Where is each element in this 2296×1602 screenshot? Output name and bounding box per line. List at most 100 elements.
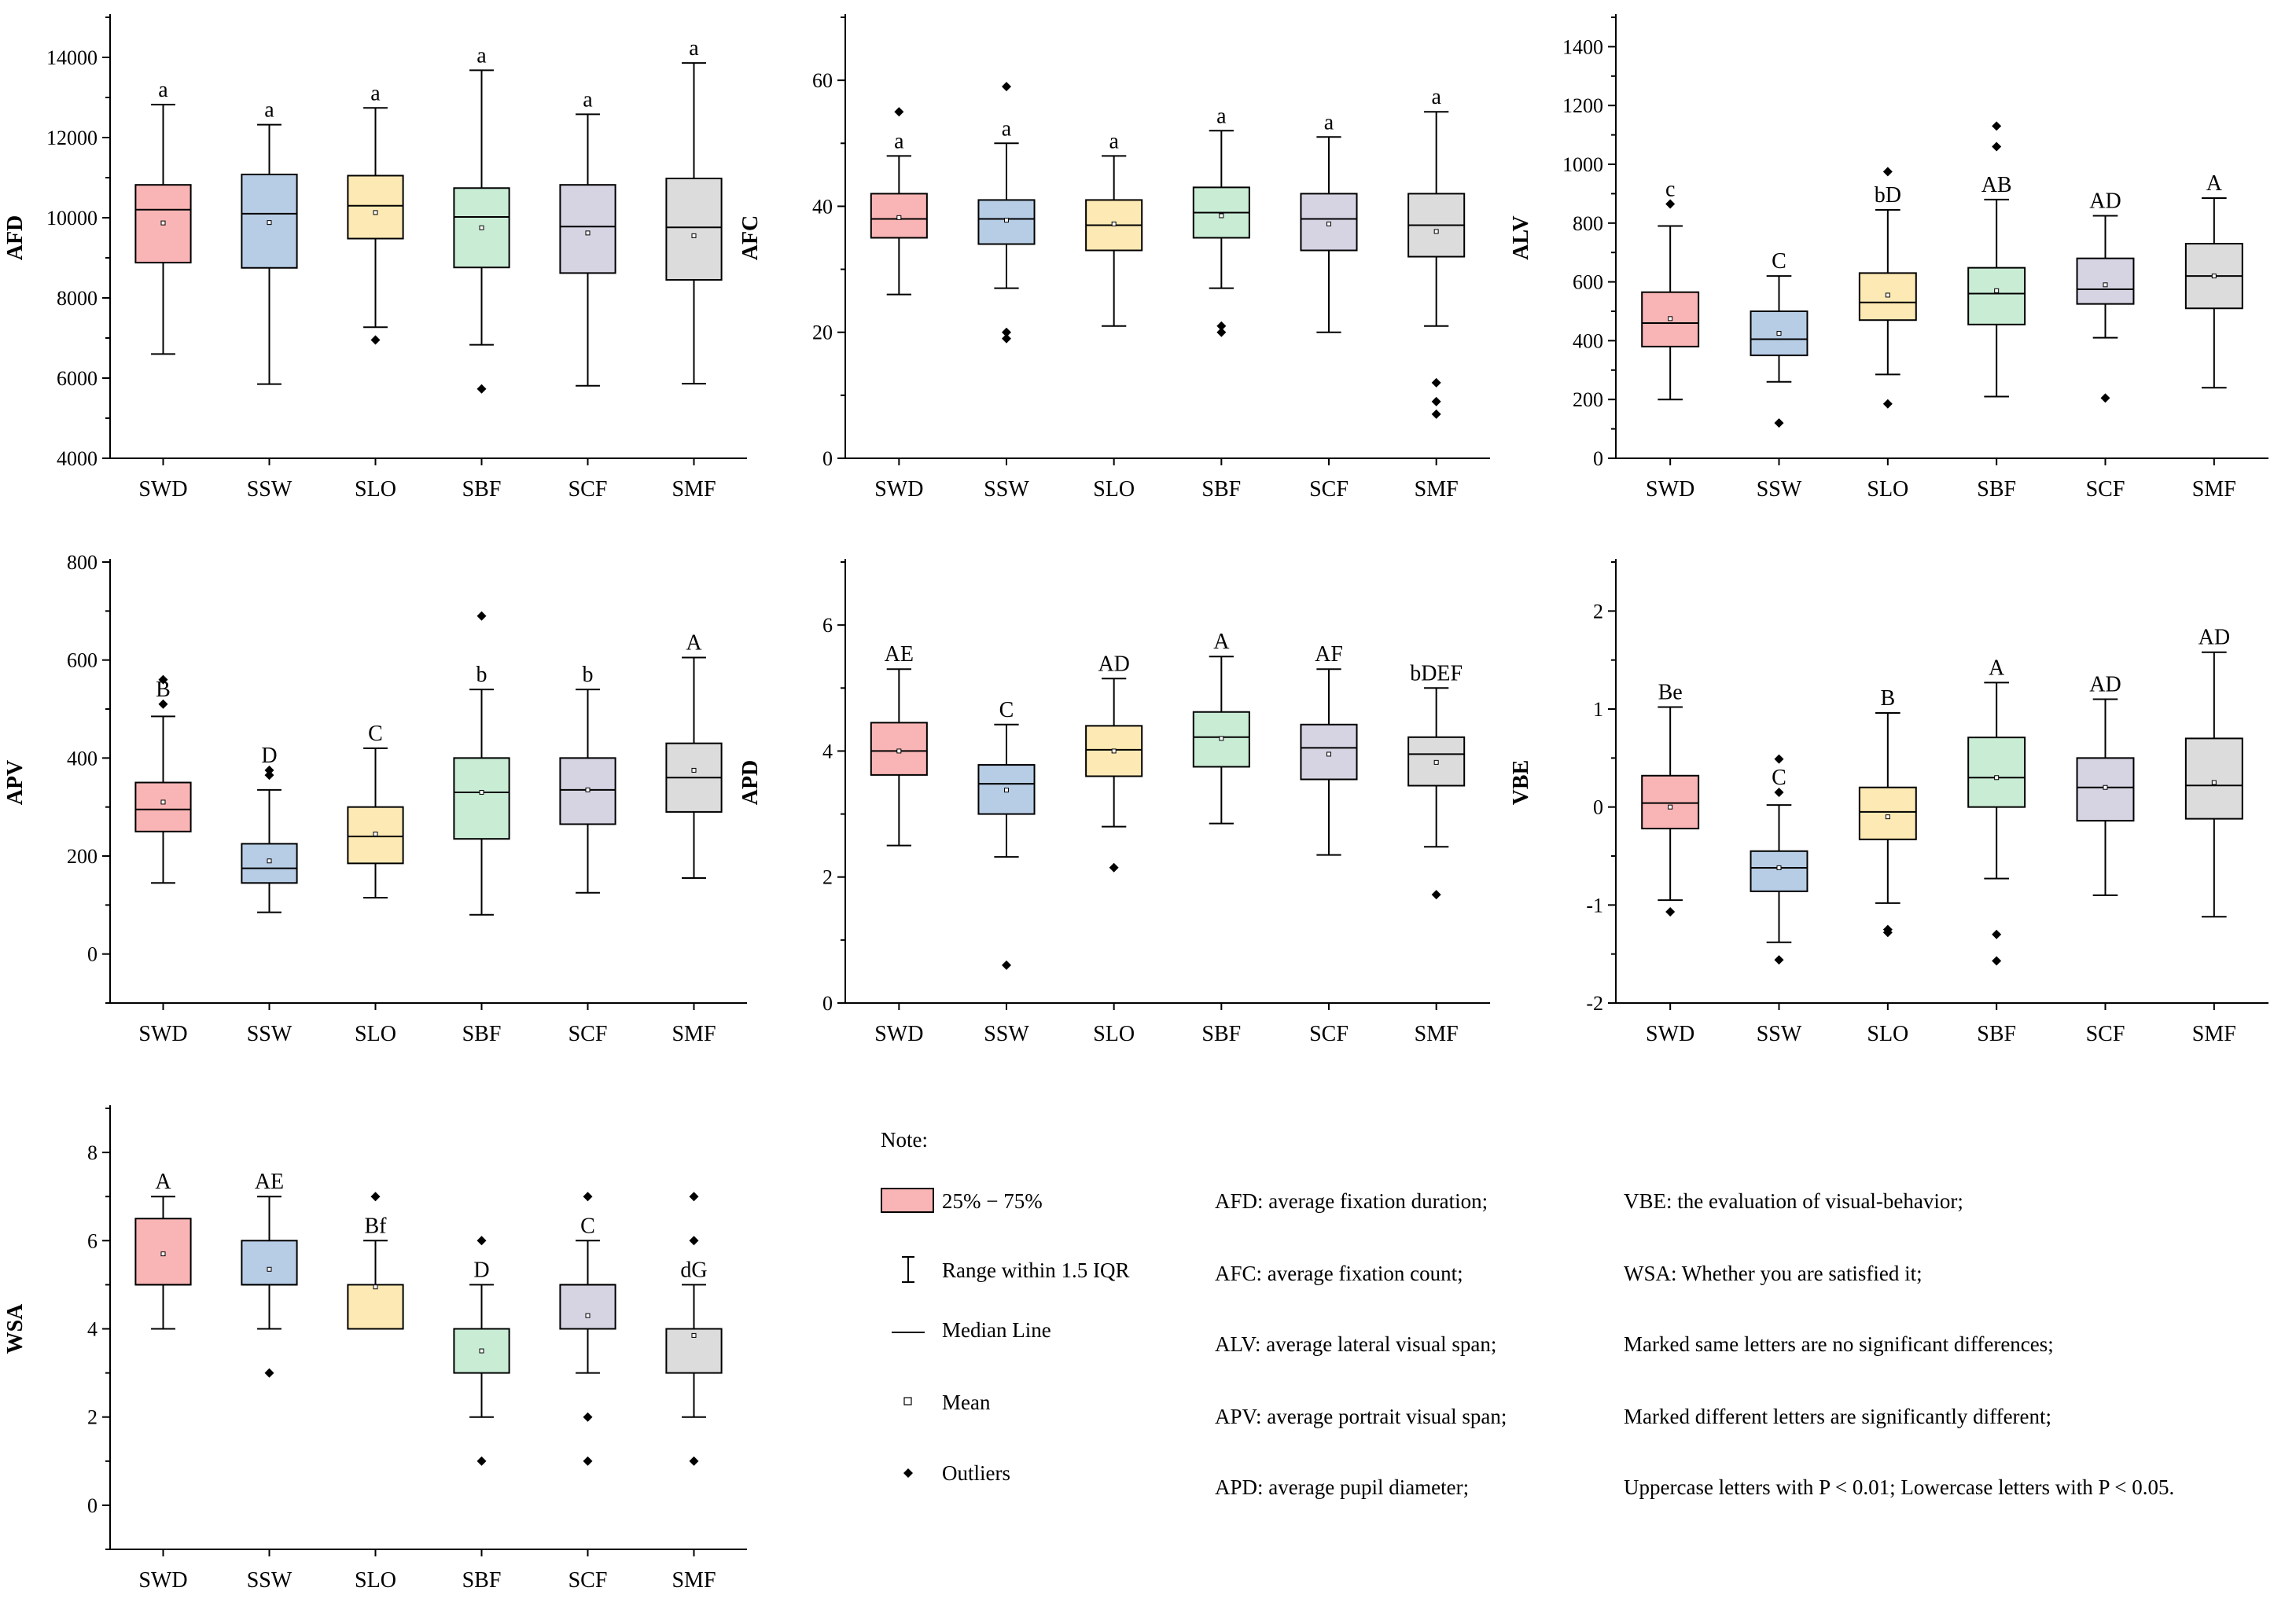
afc-sbf-mean	[1219, 213, 1224, 219]
note-p-values: Uppercase letters with P < 0.01; Lowerca…	[1624, 1475, 2175, 1499]
afc-sbf-outlier	[1216, 327, 1227, 337]
vbe-swd-box	[1641, 774, 1700, 830]
wsa-sbf-significance-letter: D	[473, 1258, 489, 1282]
afc-ssw-significance-letter: a	[1002, 116, 1012, 141]
apd-scf-mean	[1326, 751, 1331, 757]
wsa-slo-box	[347, 1284, 404, 1330]
apd-swd-box	[870, 722, 928, 776]
afd-x-tick-label: SWD	[138, 477, 187, 502]
vbe-y-axis-label: VBE	[1509, 760, 1533, 806]
apv-y-tick-label: 600	[67, 649, 98, 672]
alv-x-tick-label: SBF	[1977, 477, 2016, 502]
note-wsa: WSA: Whether you are satisfied it;	[1624, 1262, 1923, 1285]
note-different-letters: Marked different letters are significant…	[1624, 1405, 2052, 1428]
legend-iqr-label: 25% − 75%	[942, 1189, 1043, 1213]
afc-ssw-outlier	[1002, 327, 1011, 337]
vbe-smf-box	[2184, 737, 2243, 820]
alv-y-tick-label: 1200	[1562, 94, 1603, 117]
apv-x-tick-label: SWD	[138, 1022, 187, 1046]
wsa-x-tick-label: SSW	[247, 1568, 293, 1593]
abbrev-alv: ALV: average lateral visual span;	[1215, 1332, 1497, 1356]
afd-sbf-outlier	[476, 384, 487, 394]
afc-slo-significance-letter: a	[1109, 129, 1119, 153]
afc-y-axis-label: AFC	[738, 215, 763, 261]
vbe-x-tick-label: SSW	[1757, 1022, 1802, 1046]
wsa-swd-mean	[160, 1251, 166, 1257]
wsa-y-tick-label: 0	[87, 1494, 98, 1517]
alv-swd-outlier	[1665, 199, 1676, 209]
afc-swd-significance-letter: a	[894, 129, 904, 153]
vbe-ssw-outlier	[1774, 754, 1784, 764]
afc-x-tick-label: SSW	[984, 477, 1029, 502]
vbe-scf-mean	[2103, 784, 2108, 790]
apv-x-tick-label: SCF	[568, 1022, 608, 1046]
vbe-x-tick-label: SCF	[2086, 1022, 2125, 1046]
afc-ssw-outlier	[1002, 82, 1011, 92]
afc-smf-significance-letter: a	[1431, 85, 1441, 109]
apv-y-axis-label: APV	[3, 760, 28, 806]
apd-x-tick-label: SCF	[1309, 1022, 1349, 1046]
apv-y-tick-label: 800	[67, 551, 98, 574]
wsa-x-tick-label: SBF	[462, 1568, 502, 1593]
afc-x-tick-label: SBF	[1201, 477, 1241, 502]
afd-y-tick-label: 12000	[46, 127, 98, 149]
apv-sbf-box	[453, 757, 510, 840]
alv-y-tick-label: 0	[1593, 447, 1603, 470]
vbe-sbf-outlier	[1992, 956, 2002, 966]
vbe-slo-outlier	[1882, 928, 1893, 938]
alv-slo-significance-letter: bD	[1875, 183, 1901, 208]
apv-slo-mean	[373, 831, 378, 836]
note-vbe: VBE: the evaluation of visual-behavior;	[1624, 1189, 1963, 1213]
wsa-scf-box	[559, 1284, 616, 1330]
vbe-ssw-outlier	[1774, 955, 1784, 965]
apd-smf-outlier	[1431, 890, 1441, 900]
alv-y-tick-label: 400	[1573, 329, 1603, 352]
alv-y-tick-label: 1000	[1562, 153, 1603, 176]
afd-sbf-mean	[479, 225, 484, 230]
wsa-sbf-outlier	[476, 1456, 487, 1466]
alv-y-tick-label: 800	[1573, 212, 1603, 235]
alv-y-tick-label: 600	[1573, 271, 1603, 294]
apv-swd-outlier	[158, 674, 168, 685]
apv-scf-significance-letter: b	[583, 663, 594, 687]
wsa-scf-mean	[585, 1313, 591, 1318]
alv-sbf-box	[1967, 266, 2026, 325]
apd-ssw-significance-letter: C	[999, 698, 1014, 722]
wsa-smf-mean	[691, 1332, 697, 1338]
apv-x-tick-label: SMF	[672, 1022, 716, 1046]
afd-smf-mean	[691, 233, 697, 238]
vbe-ssw-outlier	[1774, 787, 1784, 797]
alv-ssw-outlier	[1774, 418, 1784, 428]
afd-y-tick-label: 8000	[57, 287, 98, 310]
afd-x-tick-label: SCF	[568, 477, 608, 502]
vbe-slo-significance-letter: B	[1880, 686, 1895, 711]
wsa-smf-outlier	[689, 1236, 699, 1246]
apv-y-tick-label: 0	[87, 943, 98, 966]
afc-y-tick-label: 40	[812, 195, 833, 218]
wsa-y-axis-label: WSA	[3, 1303, 28, 1354]
legend-mean-label: Mean	[942, 1391, 991, 1414]
vbe-scf-significance-letter: AD	[2089, 673, 2121, 697]
alv-scf-outlier	[2100, 393, 2110, 403]
apv-smf-mean	[691, 767, 697, 773]
apd-x-tick-label: SSW	[984, 1022, 1029, 1046]
note-same-letters: Marked same letters are no significant d…	[1624, 1332, 2054, 1356]
vbe-smf-significance-letter: AD	[2198, 626, 2230, 650]
alv-sbf-significance-letter: AB	[1981, 173, 2012, 197]
afc-swd-mean	[896, 215, 902, 220]
afc-ssw-outlier	[1002, 333, 1011, 344]
apv-swd-mean	[160, 799, 166, 805]
wsa-scf-outlier	[583, 1192, 593, 1202]
apv-ssw-outlier	[264, 770, 274, 781]
wsa-scf-outlier	[583, 1456, 593, 1466]
legend-panel: Note: 25% − 75% Range within 1.5 IQR Med…	[873, 1128, 2288, 1537]
vbe-swd-mean	[1668, 804, 1673, 810]
alv-y-tick-label: 200	[1573, 388, 1603, 411]
legend-median-label: Median Line	[942, 1318, 1051, 1342]
apd-y-tick-label: 4	[822, 740, 833, 762]
median-line-icon	[892, 1332, 925, 1333]
vbe-sbf-mean	[1994, 775, 2000, 781]
afc-swd-outlier	[894, 107, 904, 117]
apd-swd-significance-letter: AE	[885, 642, 914, 667]
